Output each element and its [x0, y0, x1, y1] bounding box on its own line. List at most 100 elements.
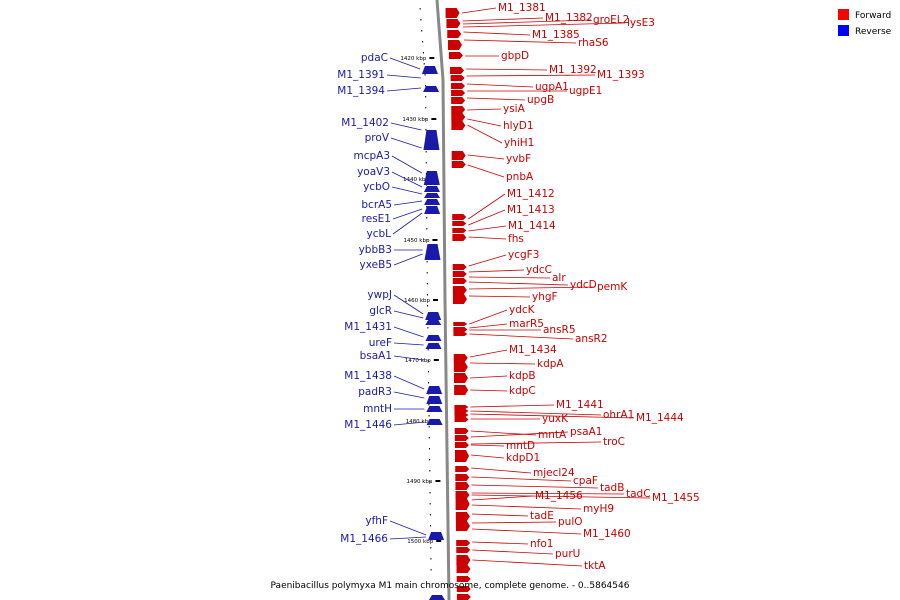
reverse-gene-label[interactable]: M1_1391 [337, 69, 385, 81]
reverse-gene-label[interactable]: yoaV3 [357, 166, 390, 178]
forward-gene-label[interactable]: M1_1392 [549, 64, 597, 76]
forward-gene-label[interactable]: psaA1 [570, 426, 602, 438]
reverse-gene-label[interactable]: ywpJ [367, 289, 392, 301]
forward-gene-label[interactable]: M1_1460 [583, 528, 631, 540]
reverse-gene-block[interactable] [425, 335, 442, 341]
forward-gene-block[interactable] [451, 121, 466, 130]
reverse-gene-block[interactable] [424, 193, 441, 198]
forward-gene-label[interactable]: nfo1 [530, 538, 553, 550]
forward-gene-block[interactable] [456, 594, 471, 600]
forward-gene-block[interactable] [452, 221, 467, 226]
forward-gene-block[interactable] [451, 97, 466, 104]
forward-gene-block[interactable] [451, 161, 466, 168]
forward-gene-label[interactable]: ansR5 [543, 324, 576, 336]
forward-gene-label[interactable]: ydcD [570, 279, 597, 291]
reverse-gene-block[interactable] [424, 206, 441, 214]
reverse-gene-label[interactable]: padR3 [358, 386, 392, 398]
forward-gene-label[interactable]: M1_1441 [556, 399, 604, 411]
forward-gene-label[interactable]: tadB [600, 482, 624, 494]
forward-gene-block[interactable] [456, 586, 471, 592]
forward-gene-label[interactable]: mjecl24 [533, 467, 575, 479]
forward-gene-label[interactable]: M1_1413 [507, 204, 555, 216]
forward-gene-label[interactable]: pulO [558, 516, 583, 528]
forward-gene-label[interactable]: rhaS6 [578, 37, 609, 49]
forward-gene-block[interactable] [452, 294, 467, 304]
reverse-gene-label[interactable]: resE1 [362, 213, 391, 225]
forward-gene-block[interactable] [454, 409, 469, 413]
reverse-gene-label[interactable]: M1_1394 [337, 85, 385, 97]
reverse-gene-label[interactable]: M1_1402 [341, 117, 389, 129]
reverse-gene-label[interactable]: yfhF [365, 515, 388, 527]
reverse-gene-label[interactable]: bsaA1 [360, 350, 392, 362]
forward-gene-block[interactable] [451, 113, 466, 121]
forward-gene-label[interactable]: alr [552, 272, 566, 284]
forward-gene-block[interactable] [453, 373, 468, 383]
forward-gene-label[interactable]: M1_1434 [509, 344, 557, 356]
forward-gene-block[interactable] [452, 228, 467, 233]
reverse-gene-label[interactable]: yxeB5 [360, 259, 392, 271]
forward-gene-block[interactable] [451, 90, 466, 96]
forward-gene-block[interactable] [451, 106, 466, 113]
forward-gene-label[interactable]: pemK [597, 281, 628, 293]
forward-gene-label[interactable]: tadE [530, 510, 554, 522]
forward-gene-block[interactable] [456, 576, 471, 582]
reverse-gene-label[interactable]: bcrA5 [361, 199, 392, 211]
forward-gene-block[interactable] [455, 512, 470, 521]
reverse-gene-label[interactable]: pdaC [361, 52, 388, 64]
reverse-gene-block[interactable] [426, 396, 443, 404]
forward-gene-block[interactable] [447, 30, 462, 38]
forward-gene-block[interactable] [453, 327, 468, 332]
forward-gene-label[interactable]: M1_1414 [508, 220, 556, 232]
forward-gene-label[interactable]: ohrA1 [603, 409, 634, 421]
forward-gene-label[interactable]: mntA [538, 429, 567, 441]
forward-gene-label[interactable]: ydcC [526, 264, 552, 276]
forward-gene-label[interactable]: M1_1444 [636, 412, 684, 424]
forward-gene-label[interactable]: M1_1455 [652, 492, 700, 504]
reverse-gene-label[interactable]: mntH [363, 403, 392, 415]
forward-gene-block[interactable] [455, 482, 470, 490]
forward-gene-block[interactable] [456, 555, 471, 565]
forward-gene-label[interactable]: hlyD1 [503, 120, 534, 132]
reverse-gene-label[interactable]: mcpA3 [353, 150, 390, 162]
reverse-gene-block[interactable] [425, 320, 442, 325]
forward-gene-block[interactable] [456, 547, 471, 553]
forward-gene-label[interactable]: tktA [584, 560, 606, 572]
forward-gene-block[interactable] [452, 278, 467, 284]
reverse-gene-label[interactable]: proV [365, 132, 390, 144]
forward-gene-block[interactable] [452, 214, 467, 220]
forward-gene-label[interactable]: upgB [527, 94, 554, 106]
forward-gene-block[interactable] [455, 491, 470, 499]
forward-gene-block[interactable] [451, 83, 466, 89]
forward-gene-block[interactable] [452, 264, 467, 270]
reverse-gene-label[interactable]: ycbL [366, 228, 391, 240]
forward-gene-label[interactable]: mntD [506, 440, 535, 452]
forward-gene-label[interactable]: pnbA [506, 171, 534, 183]
reverse-gene-label[interactable]: ycbO [363, 181, 390, 193]
reverse-gene-label[interactable]: M1_1431 [344, 321, 392, 333]
forward-gene-block[interactable] [455, 450, 469, 462]
forward-gene-label[interactable]: kdpD1 [506, 452, 540, 464]
forward-gene-label[interactable]: gbpD [501, 50, 529, 62]
forward-gene-block[interactable] [454, 435, 469, 441]
reverse-gene-label[interactable]: glcR [369, 305, 392, 317]
forward-gene-label[interactable]: kdpB [509, 370, 536, 382]
forward-gene-block[interactable] [453, 322, 468, 326]
forward-gene-block[interactable] [452, 286, 467, 294]
reverse-gene-label[interactable]: M1_1466 [340, 533, 388, 545]
forward-gene-label[interactable]: ydcK [509, 304, 536, 316]
forward-gene-block[interactable] [454, 428, 469, 434]
forward-gene-block[interactable] [448, 52, 463, 59]
reverse-gene-block[interactable] [426, 406, 443, 412]
forward-gene-block[interactable] [455, 521, 470, 531]
forward-gene-label[interactable]: ysiA [503, 103, 526, 115]
forward-gene-block[interactable] [450, 67, 465, 74]
forward-gene-label[interactable]: myH9 [583, 503, 614, 515]
forward-gene-block[interactable] [454, 417, 469, 422]
forward-gene-block[interactable] [452, 234, 467, 241]
forward-gene-label[interactable]: kdpA [537, 358, 564, 370]
forward-gene-label[interactable]: ansR2 [575, 333, 608, 345]
forward-gene-block[interactable] [454, 442, 469, 448]
forward-gene-label[interactable]: yuxK [542, 413, 569, 425]
forward-gene-label[interactable]: M1_1381 [498, 2, 546, 14]
forward-gene-block[interactable] [453, 362, 468, 372]
